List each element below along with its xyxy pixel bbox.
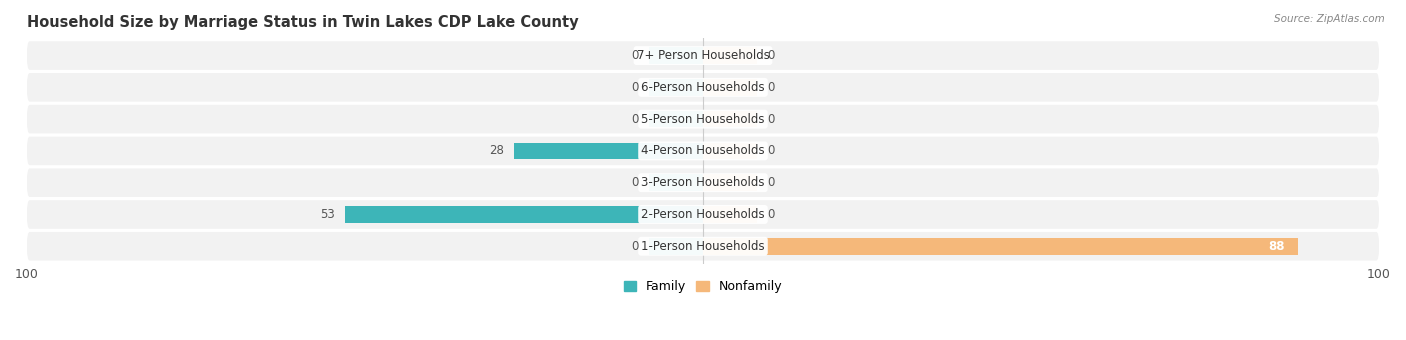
FancyBboxPatch shape: [27, 168, 1379, 197]
FancyBboxPatch shape: [27, 105, 1379, 133]
Text: 0: 0: [631, 240, 638, 253]
FancyBboxPatch shape: [27, 200, 1379, 229]
Text: 3-Person Households: 3-Person Households: [641, 176, 765, 189]
Text: 1-Person Households: 1-Person Households: [641, 240, 765, 253]
Text: 28: 28: [489, 144, 503, 157]
Text: 5-Person Households: 5-Person Households: [641, 113, 765, 126]
Bar: [650, 174, 703, 191]
Text: 0: 0: [768, 81, 775, 94]
FancyBboxPatch shape: [27, 41, 1379, 70]
Text: 6-Person Households: 6-Person Households: [641, 81, 765, 94]
Text: 7+ Person Households: 7+ Person Households: [637, 49, 769, 62]
Text: 0: 0: [631, 81, 638, 94]
Text: 53: 53: [319, 208, 335, 221]
FancyBboxPatch shape: [27, 232, 1379, 260]
Text: 0: 0: [631, 49, 638, 62]
Bar: [513, 143, 703, 159]
Text: 88: 88: [1268, 240, 1285, 253]
Legend: Family, Nonfamily: Family, Nonfamily: [619, 275, 787, 298]
Bar: [703, 111, 756, 128]
Text: 0: 0: [768, 49, 775, 62]
Bar: [650, 238, 703, 255]
Text: 0: 0: [631, 113, 638, 126]
Text: 0: 0: [631, 176, 638, 189]
Bar: [650, 111, 703, 128]
Bar: [344, 206, 703, 223]
Text: 0: 0: [768, 144, 775, 157]
Text: 2-Person Households: 2-Person Households: [641, 208, 765, 221]
Bar: [703, 174, 756, 191]
Bar: [703, 206, 756, 223]
Text: 0: 0: [768, 176, 775, 189]
Bar: [703, 47, 756, 64]
FancyBboxPatch shape: [27, 73, 1379, 102]
Bar: [703, 79, 756, 96]
Text: Source: ZipAtlas.com: Source: ZipAtlas.com: [1274, 14, 1385, 23]
Bar: [650, 47, 703, 64]
Text: Household Size by Marriage Status in Twin Lakes CDP Lake County: Household Size by Marriage Status in Twi…: [27, 15, 578, 30]
Text: 4-Person Households: 4-Person Households: [641, 144, 765, 157]
Bar: [650, 79, 703, 96]
Text: 0: 0: [768, 208, 775, 221]
Bar: [703, 143, 756, 159]
FancyBboxPatch shape: [27, 137, 1379, 165]
Text: 0: 0: [768, 113, 775, 126]
Bar: [703, 238, 1298, 255]
